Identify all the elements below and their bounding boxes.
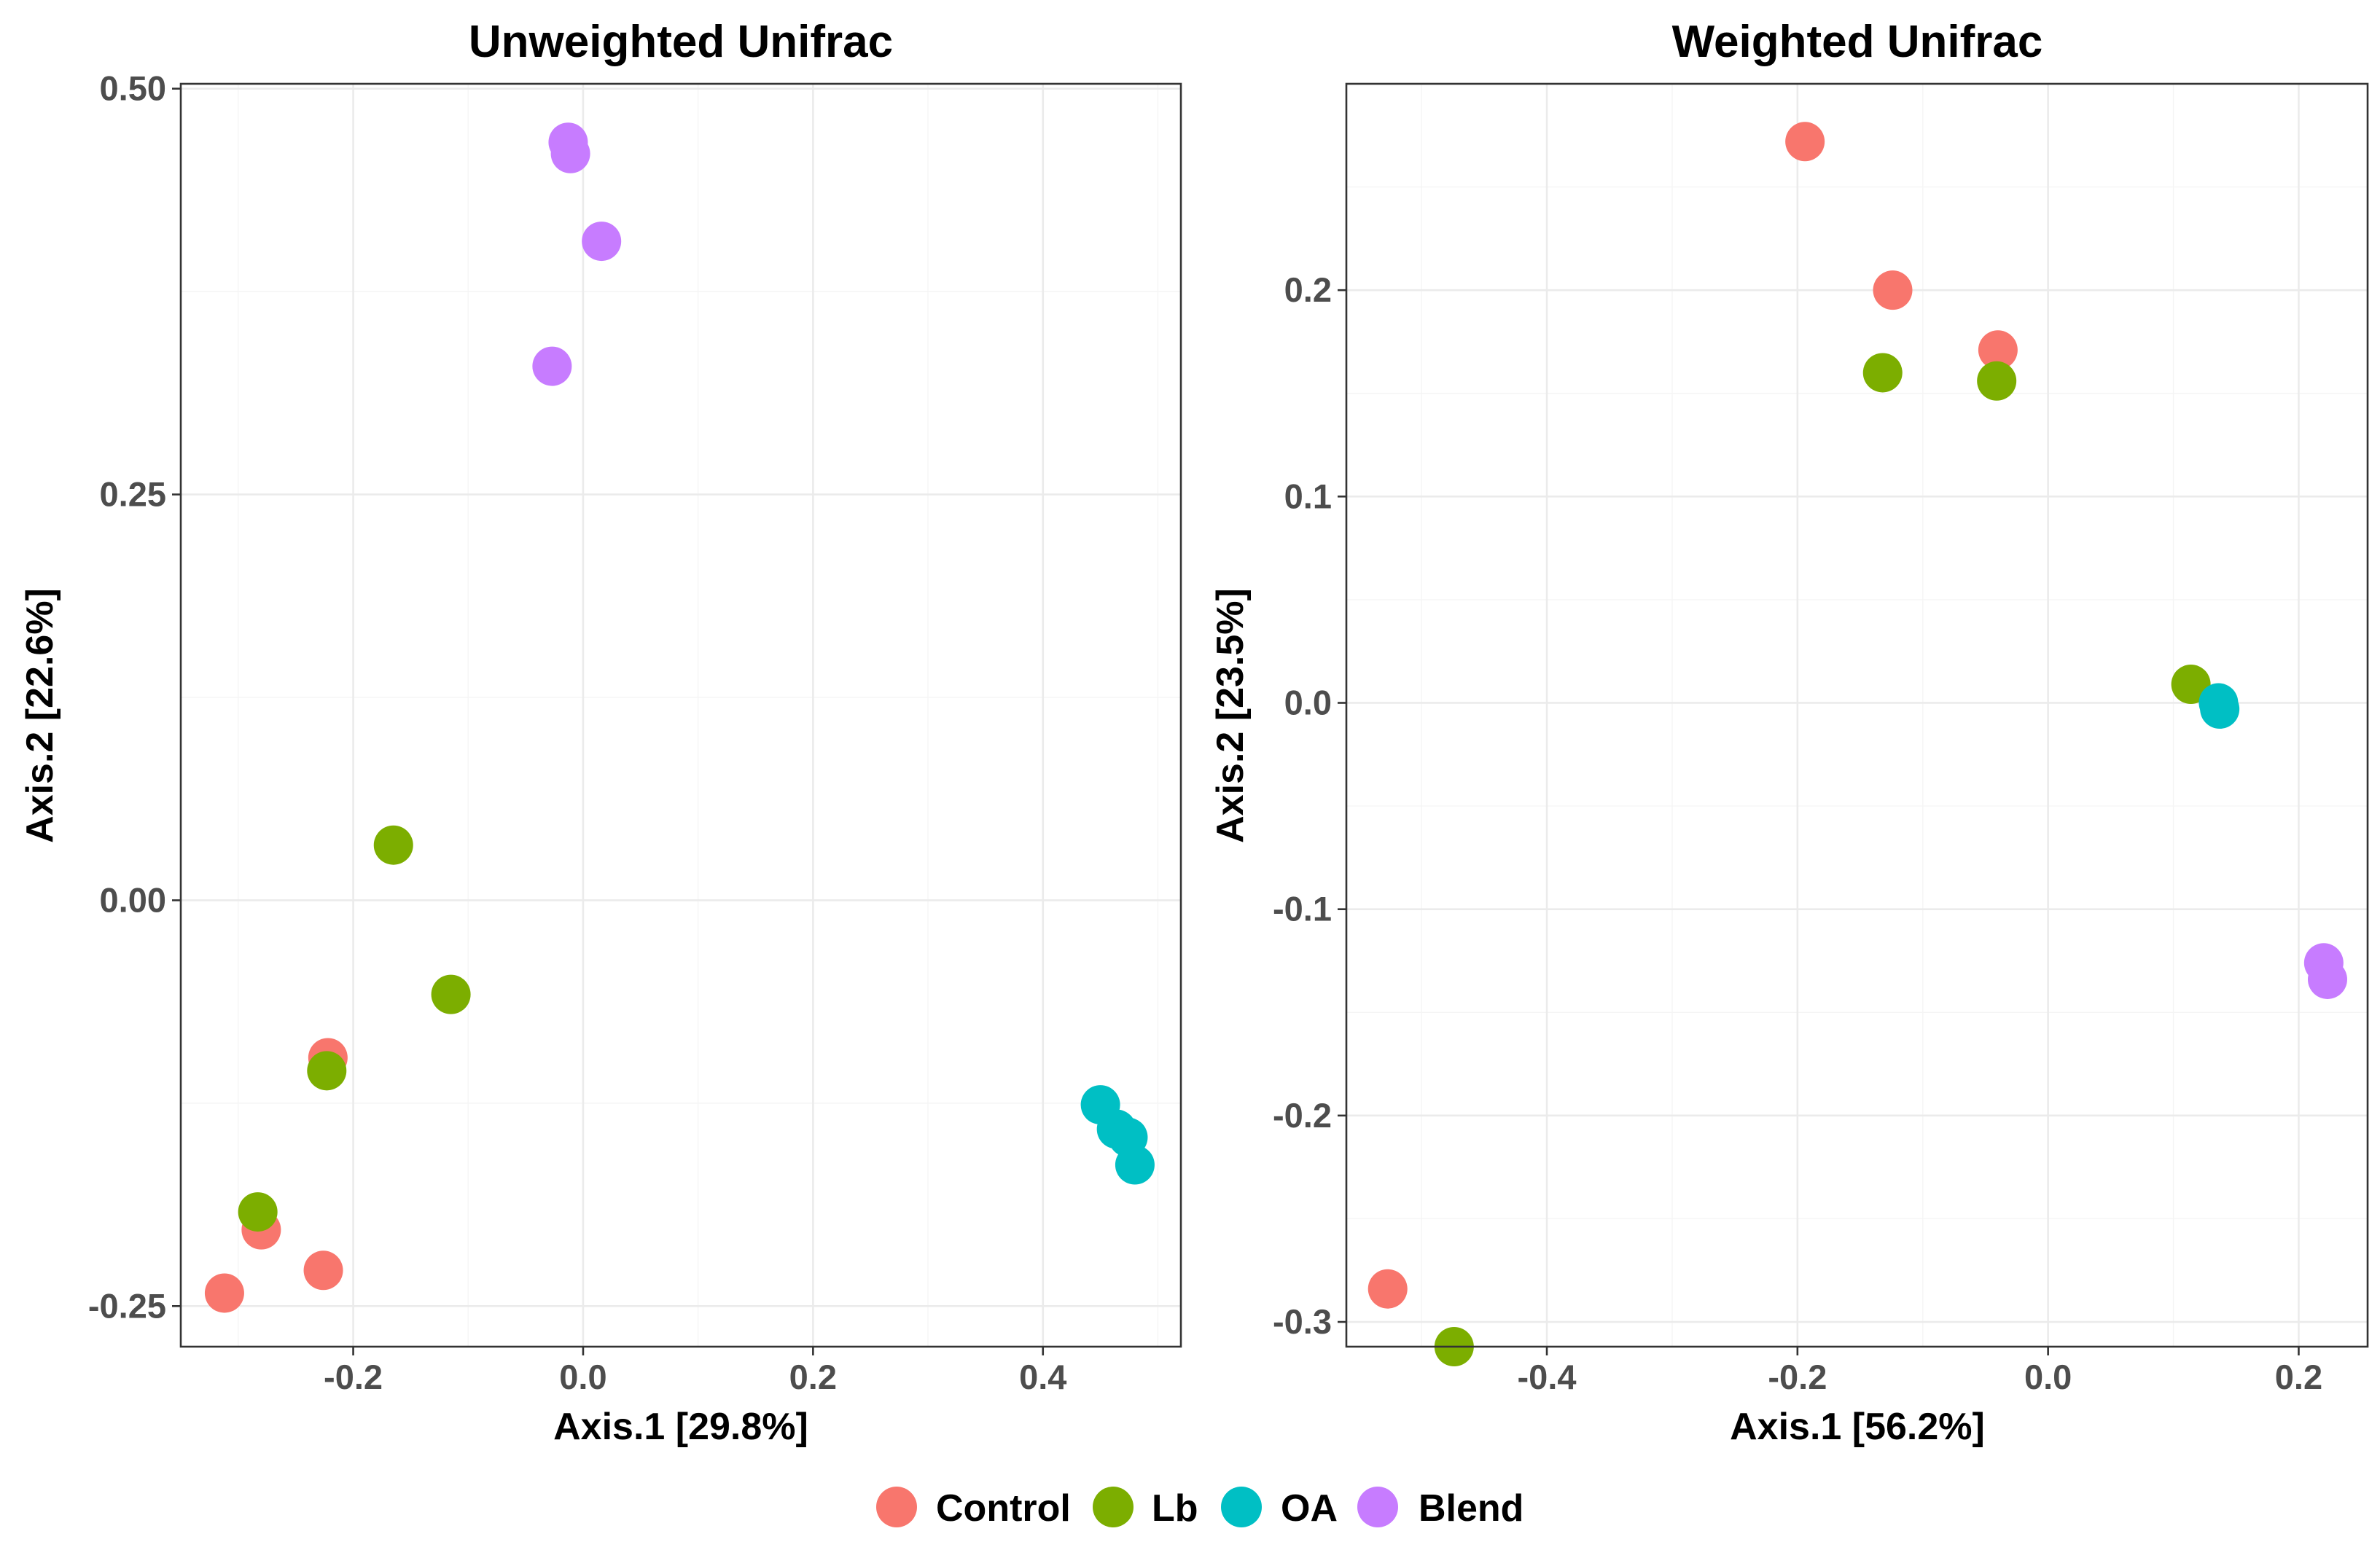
point-lb: [431, 974, 471, 1014]
x-tick-label: -0.2: [1768, 1358, 1827, 1396]
legend-label-oa: OA: [1281, 1487, 1338, 1530]
panel-unweighted-unifrac: -0.2 0.0 0.2 0.4 -0.25 0.00 0.25 0.50 Unweighted…: [19, 17, 1182, 1448]
y-tick-label: -0.2: [1273, 1096, 1332, 1135]
legend-label-blend: Blend: [1419, 1487, 1523, 1530]
point-control: [1873, 270, 1913, 310]
point-control: [1367, 1269, 1408, 1309]
y-tick-label: 0.1: [1284, 477, 1332, 515]
y-tick-label: 0.25: [100, 475, 166, 514]
y-tick-label: 0.50: [100, 69, 166, 108]
legend: Control Lb OA Blend: [876, 1487, 1523, 1530]
x-tick-label: 0.2: [789, 1358, 837, 1396]
x-tick-label: -0.4: [1518, 1358, 1577, 1396]
point-blend: [582, 222, 622, 262]
point-lb: [373, 825, 413, 865]
y-tick-label: -0.1: [1273, 890, 1332, 928]
legend-key-blend: [1357, 1487, 1398, 1527]
x-tick-label: 0.0: [2024, 1358, 2072, 1396]
point-lb: [1862, 353, 1903, 393]
point-blend: [550, 133, 590, 173]
y-axis-title: Axis.2 [22.6%]: [19, 588, 61, 843]
x-tick-label: 0.4: [1019, 1358, 1066, 1396]
point-lb: [1977, 361, 2017, 401]
panel-weighted-unifrac: -0.4 -0.2 0.0 0.2 -0.3 -0.2 -0.1 0.0 0.1 0.2 Weigh…: [1209, 17, 2369, 1448]
x-tick-label: 0.2: [2275, 1358, 2322, 1396]
y-tick-label: 0.2: [1284, 270, 1332, 309]
point-control: [204, 1273, 244, 1313]
chart-title: Unweighted Unifrac: [469, 17, 893, 67]
point-lb: [2171, 665, 2211, 705]
point-blend: [532, 346, 572, 386]
y-axis-title: Axis.2 [23.5%]: [1209, 588, 1252, 843]
x-axis-title: Axis.1 [56.2%]: [1730, 1406, 1985, 1448]
panel-border: [1345, 82, 2369, 1348]
point-lb: [307, 1051, 347, 1091]
point-lb: [238, 1192, 278, 1232]
point-control: [1978, 330, 2018, 370]
point-control: [1785, 122, 1825, 162]
plot-background: [181, 84, 1181, 1347]
point-oa: [1115, 1145, 1155, 1185]
legend-key-lb: [1093, 1487, 1134, 1527]
point-control: [303, 1250, 343, 1291]
x-axis-title: Axis.1 [29.8%]: [553, 1406, 808, 1448]
y-tick-label: 0.0: [1284, 684, 1332, 722]
y-tick-label: -0.25: [88, 1286, 166, 1325]
legend-key-control: [876, 1487, 917, 1527]
x-tick-label: -0.2: [324, 1358, 383, 1396]
panel-border: [179, 82, 1182, 1348]
y-tick-label: -0.3: [1273, 1302, 1332, 1341]
chart-title: Weighted Unifrac: [1672, 17, 2043, 67]
y-tick-label: 0.00: [100, 880, 166, 919]
point-oa: [2200, 689, 2240, 729]
point-blend: [2307, 959, 2347, 999]
legend-key-oa: [1221, 1487, 1262, 1527]
x-tick-label: 0.0: [559, 1358, 606, 1396]
legend-label-lb: Lb: [1152, 1487, 1198, 1530]
plot-background: [1346, 84, 2368, 1347]
legend-label-control: Control: [936, 1487, 1071, 1530]
